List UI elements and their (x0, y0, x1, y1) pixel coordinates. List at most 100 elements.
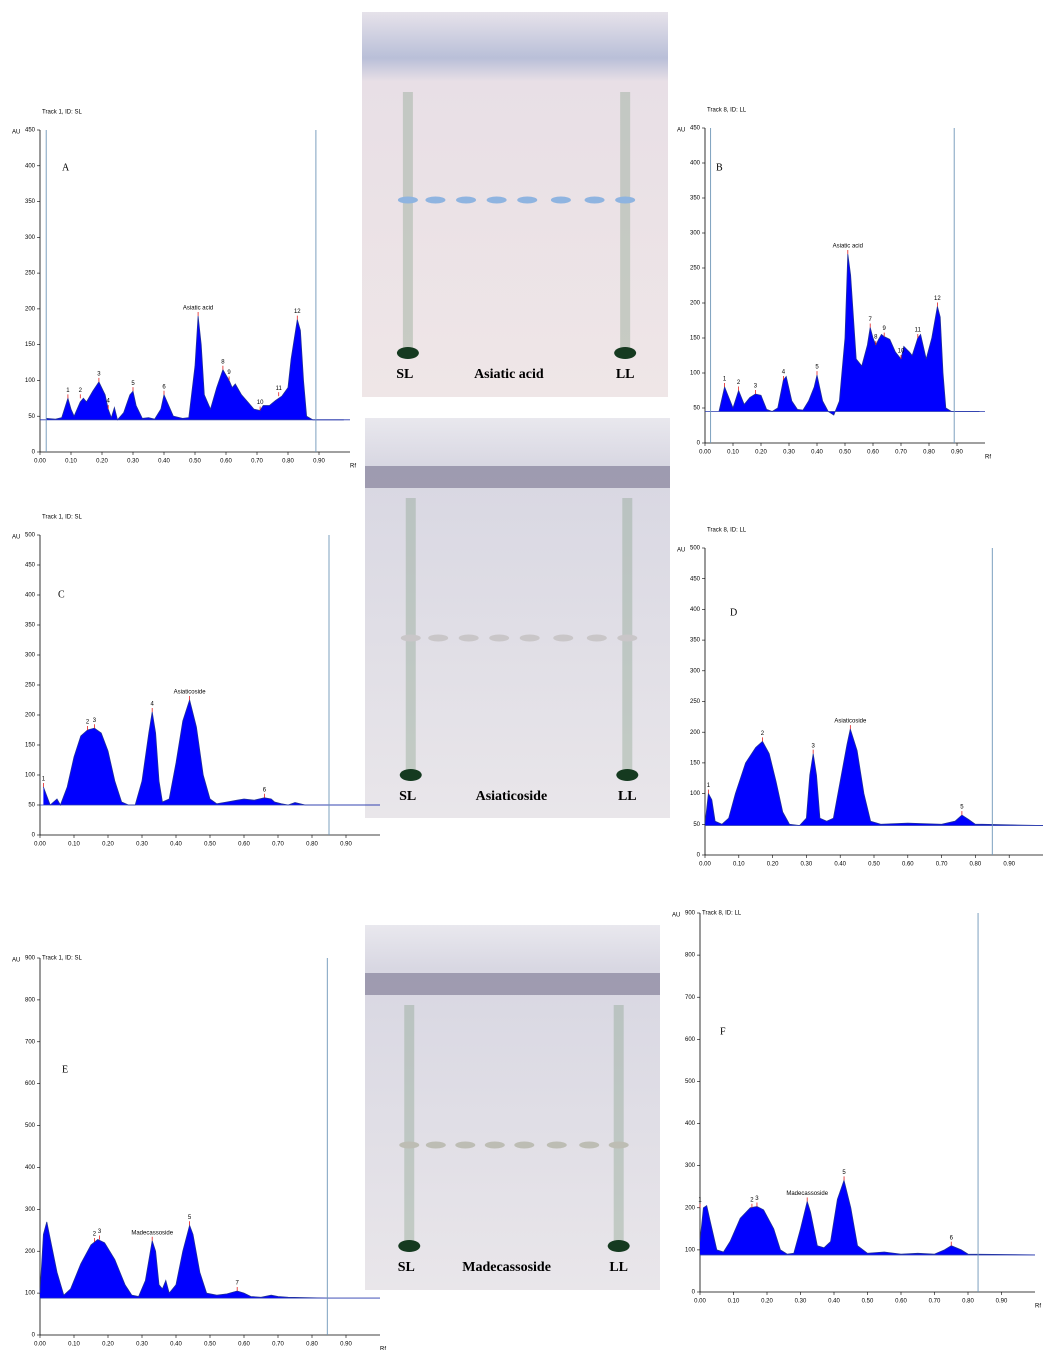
band (458, 634, 479, 642)
plate-label: Asiaticoside (476, 789, 548, 804)
x-tick-label: 0.60 (220, 459, 232, 465)
peak-label: 12 (294, 309, 301, 315)
origin-spot (399, 769, 422, 781)
band (455, 1141, 476, 1149)
y-tick-label: 200 (25, 1249, 36, 1255)
lane (620, 92, 631, 357)
y-tick-label: 300 (690, 231, 701, 237)
band (399, 1141, 420, 1149)
y-tick-label: 400 (685, 1121, 696, 1127)
peak-label: 3 (97, 371, 101, 377)
x-tick-label: 0.30 (783, 450, 795, 456)
x-tick-label: 0.70 (929, 1299, 941, 1305)
y-tick-label: 600 (685, 1037, 696, 1043)
x-tick-label: 0.80 (923, 450, 935, 456)
chart-title: Track 8, ID: LL (702, 911, 742, 917)
band (579, 1141, 600, 1149)
peak-label: 6 (162, 384, 166, 390)
peak-label: 7 (236, 1281, 240, 1287)
band (617, 634, 638, 642)
y-tick-label: 0 (697, 441, 701, 447)
peak-label: 12 (934, 296, 941, 302)
solvent-front (365, 973, 660, 995)
trace-line (43, 698, 380, 806)
y-tick-label: 500 (685, 1079, 696, 1085)
y-tick-label: 300 (25, 1207, 36, 1213)
band (489, 634, 510, 642)
x-tick-label: 0.40 (170, 1342, 182, 1348)
x-tick-label: 0.90 (340, 842, 352, 848)
y-tick-label: 600 (25, 1081, 36, 1087)
y-tick-label: 0 (32, 1333, 36, 1339)
peak-label: 10 (898, 349, 905, 355)
solvent-front (365, 466, 670, 488)
x-tick-label: 0.80 (970, 862, 982, 868)
x-tick-label: 0.10 (728, 1299, 740, 1305)
peak-area (40, 1221, 380, 1299)
band (456, 196, 477, 204)
band (397, 196, 418, 204)
x-tick-label: 0.70 (272, 1342, 284, 1348)
x-axis-label: Rf (350, 464, 356, 470)
y-tick-label: 800 (25, 997, 36, 1003)
y-tick-label: 100 (685, 1247, 696, 1253)
band (546, 1141, 567, 1149)
x-tick-label: 0.20 (102, 1342, 114, 1348)
peak-label: 5 (842, 1170, 846, 1176)
plate-label: SL (396, 367, 413, 382)
x-tick-label: 0.20 (767, 862, 779, 868)
peak-label: 6 (950, 1235, 954, 1241)
x-tick-label: 0.10 (733, 862, 745, 868)
peak-area (705, 729, 1043, 826)
x-tick-label: 0.90 (996, 1299, 1008, 1305)
y-tick-label: 450 (690, 126, 701, 132)
y-tick-label: 50 (693, 406, 700, 412)
y-axis-label: AU (677, 548, 685, 554)
y-tick-label: 400 (690, 607, 701, 613)
trace-line (699, 1178, 1036, 1256)
x-tick-label: 0.30 (801, 862, 813, 868)
panel-label: A (62, 162, 70, 173)
peak-label: 11 (915, 328, 922, 334)
peak-label: 1 (42, 777, 46, 783)
tlc-plate: SL Madecassoside LL (365, 925, 660, 1290)
trace-line (46, 315, 344, 421)
peak-label: 3 (811, 743, 815, 749)
peak-label: 7 (869, 317, 873, 323)
chart-title: Track 8, ID: LL (707, 528, 747, 534)
x-tick-label: 0.00 (699, 450, 711, 456)
x-axis-label: Rf (1035, 1304, 1041, 1310)
y-tick-label: 0 (692, 1290, 696, 1296)
y-axis-label: AU (672, 913, 680, 919)
y-tick-label: 100 (690, 791, 701, 797)
x-tick-label: 0.00 (34, 842, 46, 848)
y-tick-label: 250 (690, 699, 701, 705)
x-tick-label: 0.60 (238, 1342, 250, 1348)
y-tick-label: 350 (690, 196, 701, 202)
peak-area (719, 254, 980, 415)
plate-label: Asiatic acid (474, 367, 544, 382)
peak-label: 3 (754, 384, 758, 390)
x-tick-label: 0.70 (936, 862, 948, 868)
band (586, 634, 607, 642)
plate-label: SL (399, 789, 416, 804)
peak-label: Madecassoside (131, 1230, 173, 1236)
origin-spot (607, 1240, 630, 1252)
peak-label: 6 (263, 787, 267, 793)
peak-label: 4 (107, 399, 111, 405)
peak-label: 1 (723, 377, 727, 383)
peak-label: 5 (815, 365, 819, 371)
x-tick-label: 0.80 (962, 1299, 974, 1305)
band (486, 196, 507, 204)
y-tick-label: 100 (25, 1291, 36, 1297)
y-tick-label: 200 (25, 306, 36, 312)
x-tick-label: 0.60 (895, 1299, 907, 1305)
trace-line (704, 727, 1044, 826)
y-tick-label: 500 (690, 546, 701, 552)
origin-spot (616, 769, 639, 781)
x-tick-label: 0.30 (795, 1299, 807, 1305)
y-tick-label: 250 (25, 271, 36, 277)
band (400, 634, 421, 642)
x-tick-label: 0.50 (204, 1342, 216, 1348)
peak-label: 2 (93, 1232, 97, 1238)
